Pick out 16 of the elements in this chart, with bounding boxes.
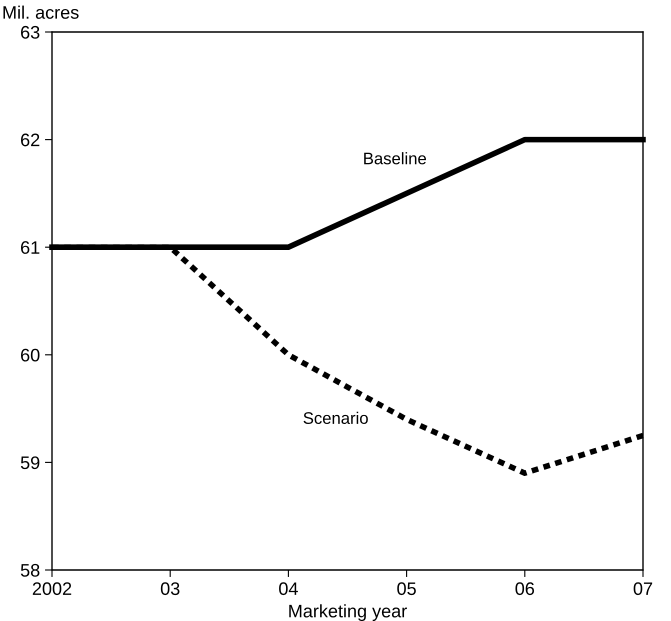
y-tick-label: 63 — [21, 26, 40, 39]
x-tick-label: 06 — [515, 582, 534, 596]
x-tick-label: 07 — [634, 582, 652, 596]
series-label: Scenario — [304, 412, 368, 424]
x-axis-title: Marketing year — [289, 604, 407, 621]
x-tick-label: 2002 — [32, 582, 72, 596]
y-tick-label: 58 — [20, 564, 40, 577]
y-tick-label: 62 — [21, 134, 40, 146]
x-tick-label: 05 — [397, 582, 416, 596]
series-label: Baseline — [364, 152, 426, 164]
x-tick-label: 04 — [279, 582, 298, 596]
y-tick-label: 61 — [21, 241, 40, 254]
y-tick-label: 60 — [21, 348, 40, 362]
y-tick-label: 59 — [20, 456, 40, 470]
x-tick-label: 03 — [160, 582, 180, 596]
y-axis-title: Mil. acres — [3, 6, 79, 19]
